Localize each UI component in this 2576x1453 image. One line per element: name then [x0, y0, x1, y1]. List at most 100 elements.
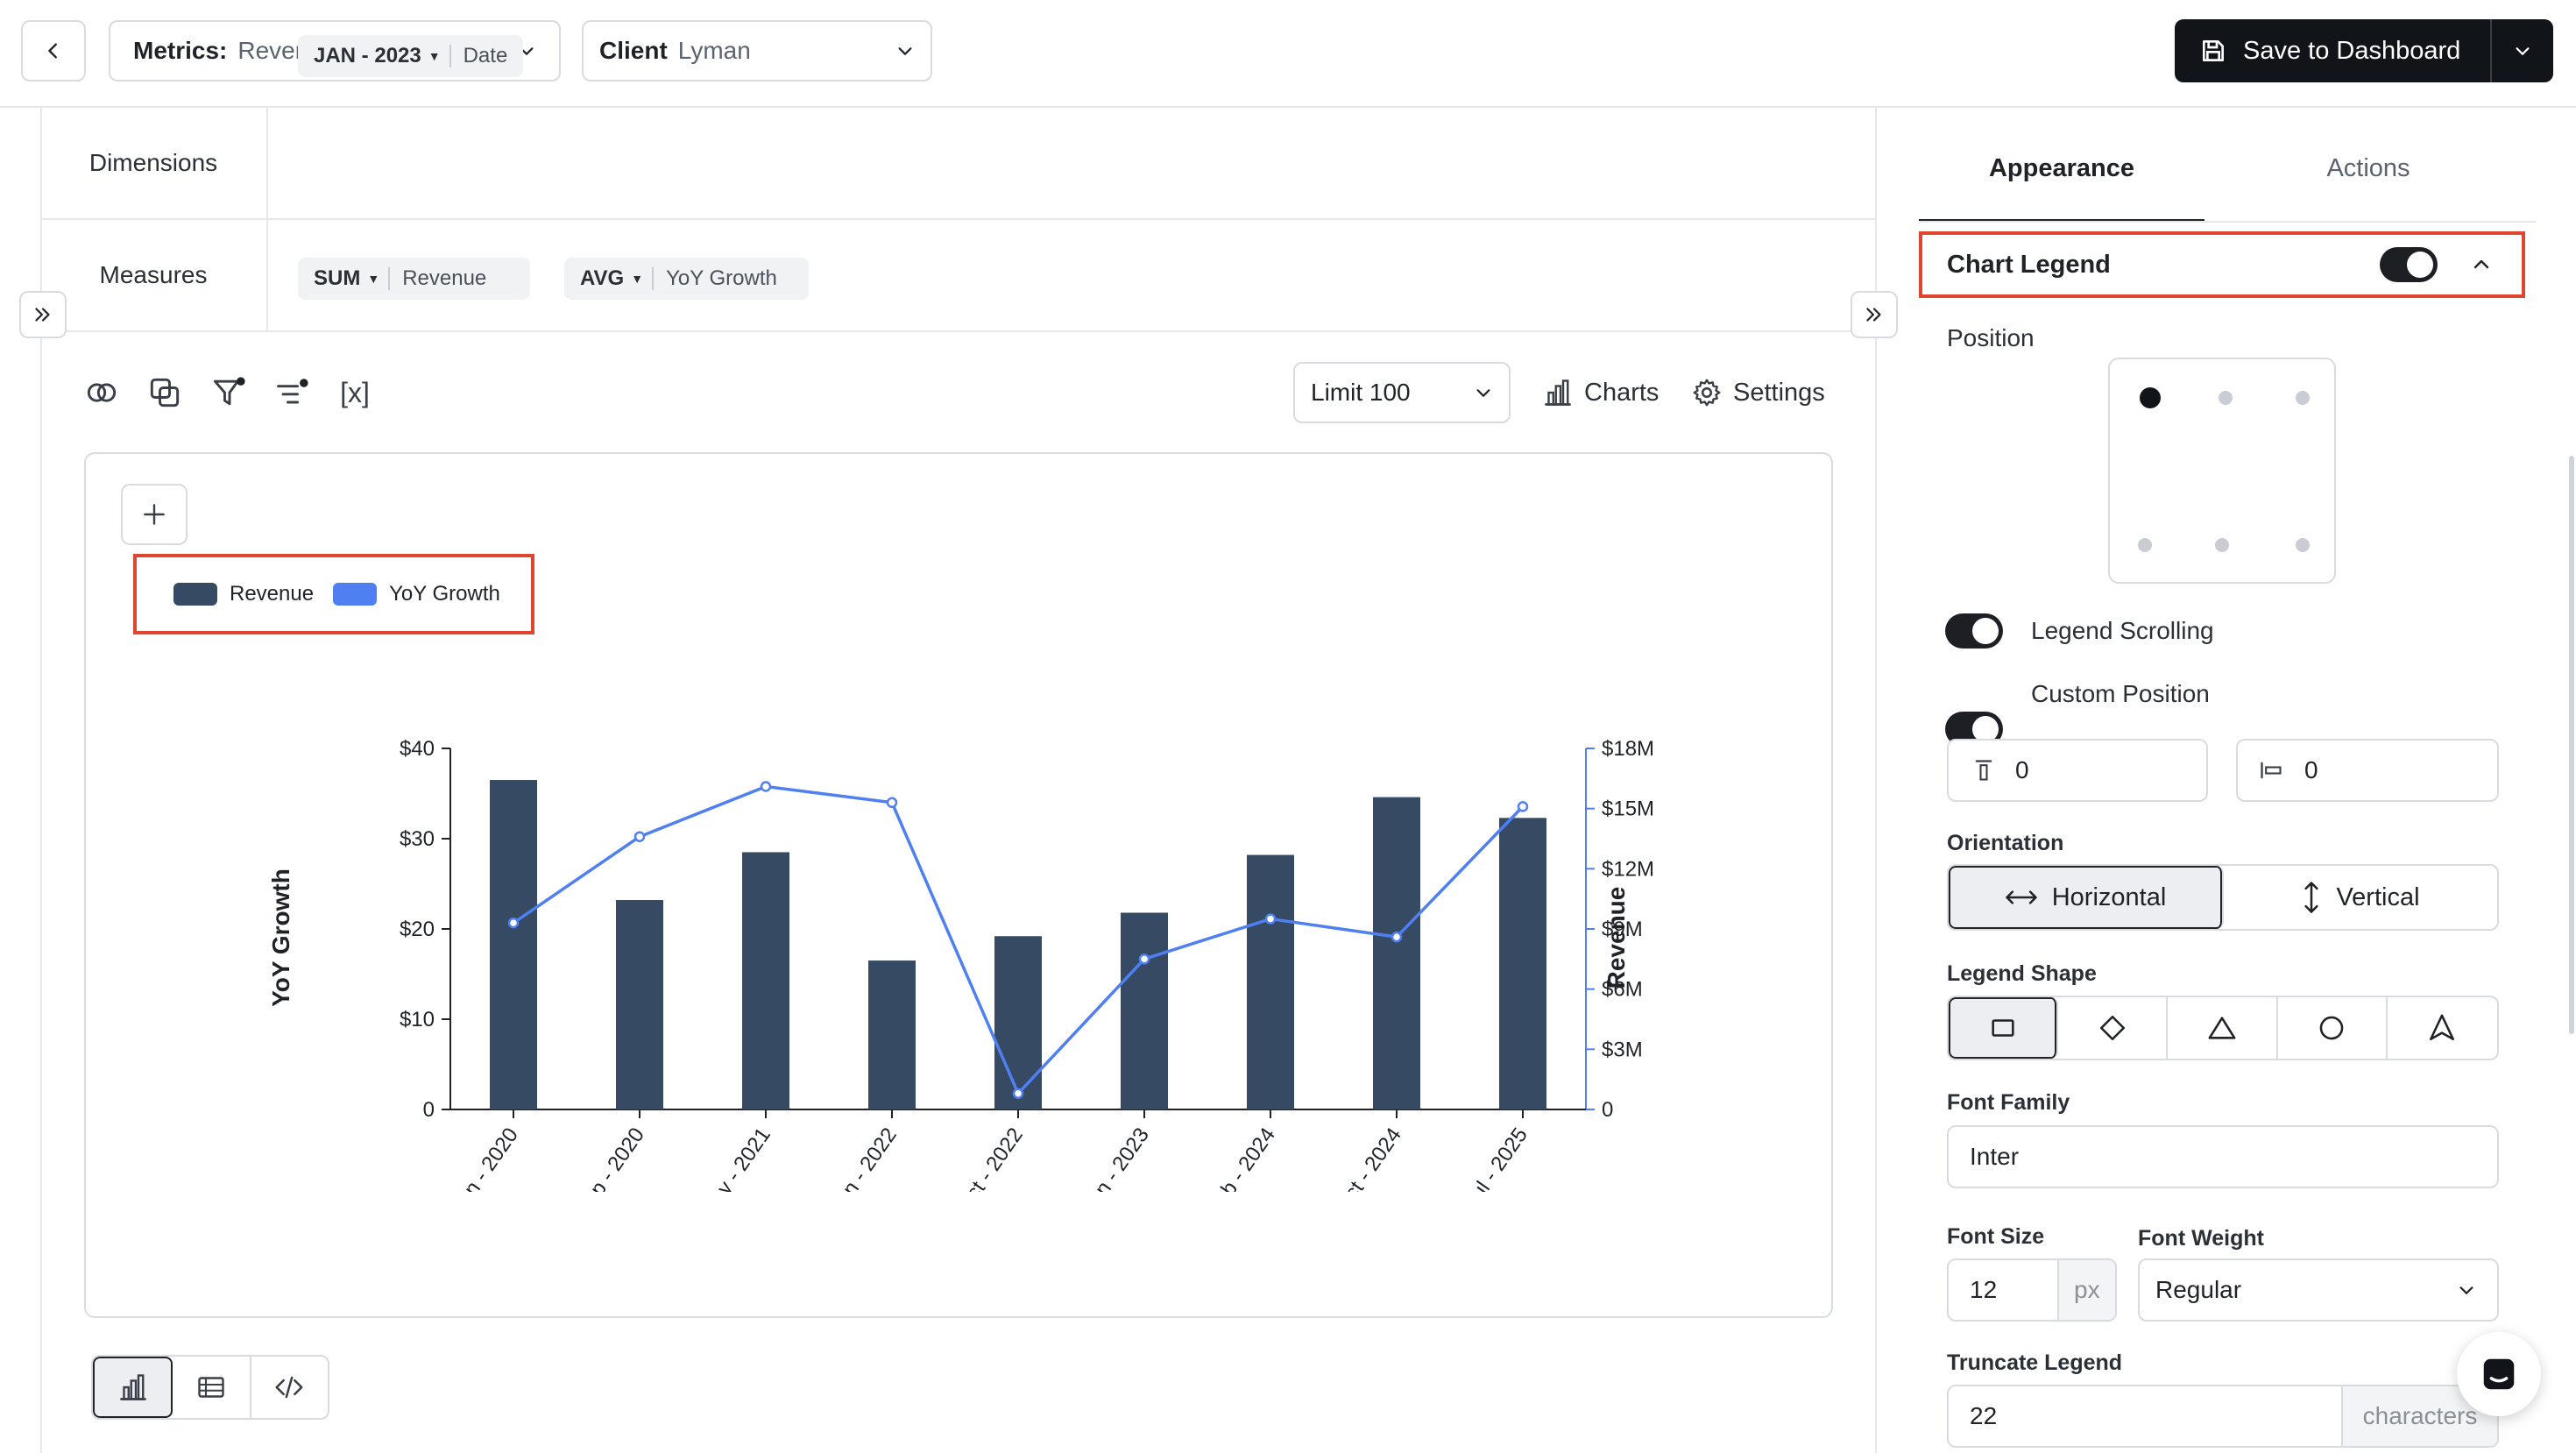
- join-button[interactable]: [81, 372, 123, 414]
- support-chat-button[interactable]: [2457, 1332, 2541, 1416]
- metric-select-key: Metrics:: [133, 37, 228, 64]
- charts-button[interactable]: Charts: [1542, 373, 1659, 412]
- right-axis-tick-label: 0: [1602, 1098, 1613, 1122]
- expand-left-panel-button[interactable]: [19, 291, 67, 338]
- code-icon: [275, 1376, 303, 1399]
- legend-position-picker[interactable]: [2108, 358, 2336, 584]
- toggle-knob: [2407, 252, 2433, 278]
- legend-scrolling-label: Legend Scrolling: [2031, 617, 2214, 644]
- legend-swatch: [173, 583, 217, 606]
- query-panel: [40, 108, 1877, 1453]
- measure-pill-revenue[interactable]: SUM ▼ Revenue: [298, 258, 531, 300]
- position-top-right[interactable]: [2296, 391, 2310, 405]
- measure-pill-yoy-growth[interactable]: AVG ▼ YoY Growth: [564, 258, 809, 300]
- variables-button[interactable]: [x]: [340, 376, 370, 408]
- chart-legend-toggle[interactable]: [2380, 247, 2438, 282]
- bar-revenue: [1121, 912, 1168, 1109]
- point-yoy-growth: [1391, 931, 1403, 943]
- point-yoy-growth: [760, 781, 772, 792]
- filter-icon: [214, 377, 245, 406]
- tab-actions[interactable]: Actions: [2326, 154, 2410, 182]
- custom-position-label: Custom Position: [2031, 680, 2210, 707]
- chevron-down-icon: [898, 47, 912, 55]
- triangle-icon: [2208, 1017, 2236, 1039]
- measures-label: Measures: [40, 220, 268, 330]
- back-button[interactable]: [21, 20, 86, 82]
- measure-aggregation: SUM: [314, 266, 361, 290]
- sort-button[interactable]: [272, 372, 314, 414]
- offset-left-value: 0: [2304, 756, 2318, 783]
- legend-shape-selector: [1947, 996, 2499, 1060]
- truncate-legend-input[interactable]: 22 characters: [1947, 1385, 2499, 1448]
- square-icon: [1991, 1019, 2014, 1037]
- bar-revenue: [742, 852, 789, 1109]
- panel-scrollbar[interactable]: [2569, 456, 2574, 1034]
- chevron-down-icon: [1476, 389, 1490, 397]
- toggle-knob: [1972, 618, 1999, 644]
- bar-revenue: [490, 780, 537, 1109]
- legend-swatch: [333, 583, 378, 606]
- offset-top-input[interactable]: 0: [1947, 739, 2208, 802]
- point-yoy-growth: [886, 797, 898, 809]
- table-view-button[interactable]: [173, 1357, 251, 1418]
- orientation-horizontal[interactable]: Horizontal: [1949, 866, 2224, 929]
- chart-view-button[interactable]: [93, 1357, 173, 1418]
- settings-button[interactable]: Settings: [1691, 373, 1825, 412]
- left-axis-label: YoY Growth: [267, 868, 294, 1007]
- shape-arrow-option[interactable]: [2388, 997, 2497, 1059]
- position-top-left[interactable]: [2140, 387, 2161, 408]
- measure-field: YoY Growth: [666, 266, 777, 290]
- font-weight-select[interactable]: Regular: [2138, 1258, 2499, 1322]
- truncate-value: 22: [1970, 1402, 1998, 1429]
- save-to-dashboard-button[interactable]: Save to Dashboard: [2175, 19, 2490, 82]
- orientation-vertical[interactable]: Vertical: [2224, 866, 2497, 929]
- filter-button[interactable]: [209, 372, 251, 414]
- shape-triangle-option[interactable]: [2168, 997, 2278, 1059]
- shape-circle-option[interactable]: [2278, 997, 2388, 1059]
- position-bottom-right[interactable]: [2296, 538, 2310, 552]
- font-family-label: Font Family: [1947, 1090, 2070, 1115]
- save-button-label: Save to Dashboard: [2243, 36, 2461, 65]
- chart-legend: Revenue YoY Growth: [133, 554, 534, 634]
- pill-divider: [449, 45, 451, 67]
- right-axis-tick-label: $6M: [1602, 978, 1643, 1002]
- circle-icon: [2319, 1016, 2344, 1040]
- diamond-icon: [2099, 1015, 2125, 1041]
- chevron-up-icon[interactable]: [2471, 254, 2492, 275]
- font-size-label: Font Size: [1947, 1224, 2045, 1249]
- code-view-button[interactable]: [251, 1357, 328, 1418]
- position-top-center[interactable]: [2219, 391, 2233, 405]
- legend-scrolling-toggle[interactable]: [1945, 613, 2003, 649]
- bar-revenue: [1247, 854, 1294, 1109]
- combo-chart: 0 $10 $20 $30 $40 YoY Growth 0 $3M $6M $9M $12M $15…: [267, 737, 1654, 1192]
- offset-left-input[interactable]: 0: [2236, 739, 2499, 802]
- settings-label: Settings: [1733, 378, 1825, 407]
- shape-diamond-option[interactable]: [2058, 997, 2169, 1059]
- shape-square-option[interactable]: [1949, 997, 2059, 1059]
- font-weight-label: Font Weight: [2138, 1226, 2264, 1251]
- font-family-input[interactable]: Inter: [1947, 1125, 2499, 1188]
- table-icon: [198, 1377, 224, 1398]
- client-select[interactable]: Client Lyman: [582, 20, 932, 82]
- collapse-right-panel-button[interactable]: [1851, 291, 1898, 338]
- dimension-pill[interactable]: JAN - 2023 ▼ Date: [298, 35, 524, 77]
- point-yoy-growth: [1517, 801, 1529, 812]
- add-element-button[interactable]: [121, 484, 188, 545]
- left-axis-tick-label: $40: [400, 737, 435, 761]
- caret-down-icon: ▼: [367, 272, 380, 286]
- position-bottom-left[interactable]: [2138, 538, 2152, 552]
- limit-select[interactable]: Limit 100: [1293, 362, 1511, 423]
- dimension-granularity: JAN - 2023: [314, 44, 421, 67]
- measures-row: Measures: [40, 220, 1877, 332]
- layers-icon: [150, 378, 180, 408]
- legend-item-yoy-growth[interactable]: YoY Growth: [333, 582, 500, 606]
- right-axis-tick-label: $9M: [1602, 918, 1643, 941]
- tab-appearance[interactable]: Appearance: [1919, 131, 2204, 223]
- position-bottom-center[interactable]: [2215, 538, 2229, 552]
- bar-revenue: [1373, 797, 1420, 1109]
- merge-button[interactable]: [144, 372, 186, 414]
- legend-item-revenue[interactable]: Revenue: [173, 582, 314, 606]
- font-size-input[interactable]: 12 px: [1947, 1258, 2117, 1322]
- save-options-dropdown[interactable]: [2490, 19, 2553, 82]
- bar-chart-icon: [119, 1374, 146, 1400]
